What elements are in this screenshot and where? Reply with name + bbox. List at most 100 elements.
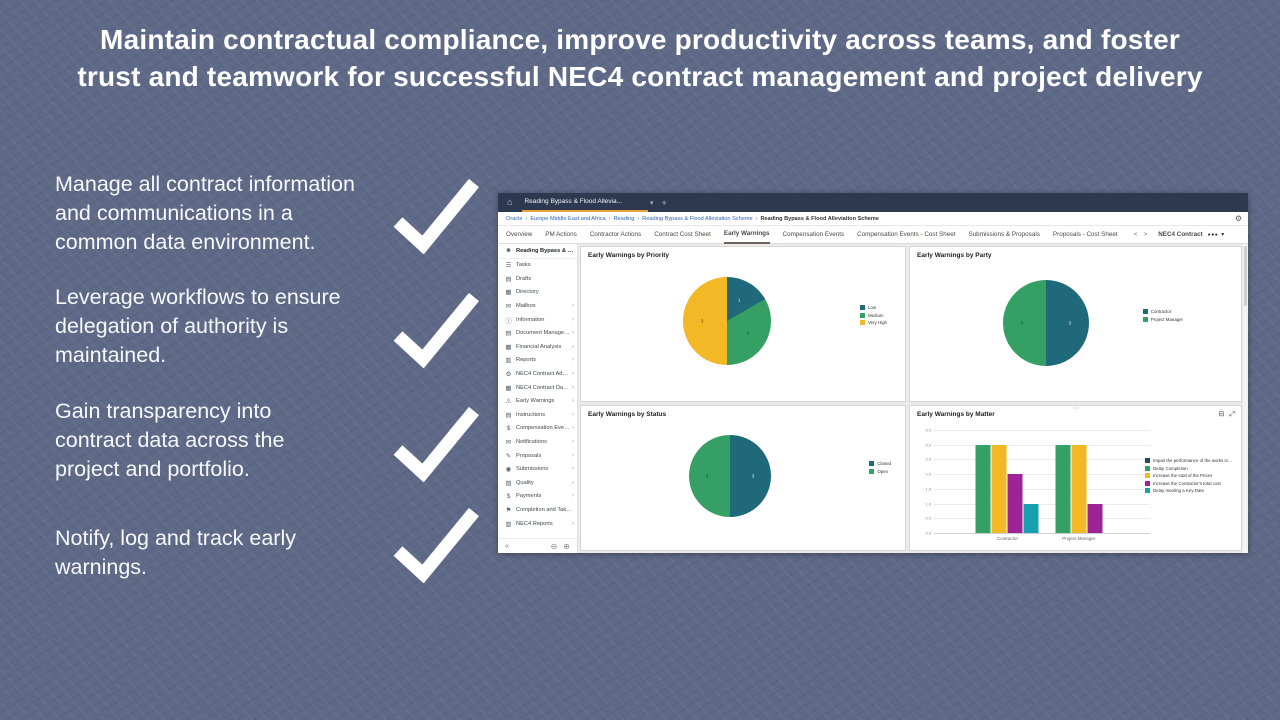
legend-label: Very High bbox=[867, 320, 887, 325]
y-axis-tick-label: 3.0 bbox=[925, 442, 931, 448]
collapse-sidebar-icon[interactable]: « bbox=[505, 542, 509, 550]
chevron-right-icon: › bbox=[572, 493, 574, 500]
tab-overview[interactable]: Overview bbox=[506, 231, 533, 238]
panel-drag-handle-icon[interactable]: ⋯ bbox=[1072, 406, 1079, 412]
sidebar-item-instructions[interactable]: ▤ Instructions › bbox=[498, 408, 577, 422]
print-icon[interactable]: ⊟ bbox=[1218, 411, 1225, 418]
sidebar-item-mailbox[interactable]: ✉ Mailbox › bbox=[498, 299, 577, 313]
sidebar-item-tasks[interactable]: ☰ Tasks bbox=[498, 259, 577, 273]
settings-gear-icon[interactable]: ⚙ bbox=[1234, 214, 1242, 223]
legend-label: Delay meeting a Key Date bbox=[1153, 488, 1205, 493]
project-tab[interactable]: Reading Bypass & Flood Allevia... bbox=[522, 193, 648, 212]
home-icon[interactable]: ⌂ bbox=[507, 197, 513, 207]
legend-item: Medium bbox=[859, 312, 887, 318]
bar-delay-completion[interactable] bbox=[1055, 444, 1071, 533]
sidebar-item-nec4-contract-dates[interactable]: ▦ NEC4 Contract Dates › bbox=[498, 381, 577, 395]
breadcrumb-item[interactable]: Europe Middle East and Africa bbox=[530, 215, 606, 222]
chevron-right-icon: › bbox=[572, 520, 574, 527]
panel-title: Early Warnings by Party bbox=[917, 252, 992, 259]
zoom-out-icon[interactable]: ⊖ bbox=[550, 541, 558, 551]
sidebar-item-nec4-contract-adm-[interactable]: ⚙ NEC4 Contract Adm... › bbox=[498, 367, 577, 381]
sidebar-item-information[interactable]: ⓘ Information › bbox=[498, 313, 577, 327]
pie-chart: 1 2 3 bbox=[682, 277, 771, 365]
chart-legend: Impair the performance of the works in u… bbox=[1145, 458, 1233, 496]
legend-swatch bbox=[859, 312, 865, 318]
sidebar-item-directory[interactable]: ▦ Directory bbox=[498, 286, 577, 300]
legend-label: Project Manager bbox=[1150, 316, 1183, 322]
legend-swatch bbox=[1145, 480, 1150, 486]
sidebar-item-submissions[interactable]: ◉ Submissions › bbox=[498, 462, 577, 476]
tab-scroll-left-icon[interactable]: < bbox=[1133, 231, 1138, 238]
bullet-line: Manage all contract information bbox=[55, 172, 355, 196]
legend-swatch bbox=[1145, 488, 1150, 493]
bar-delay-meeting-a-key-date[interactable] bbox=[1023, 503, 1039, 533]
sidebar-item-label: Reports bbox=[516, 357, 536, 364]
zoom-in-icon[interactable]: ⊕ bbox=[563, 541, 570, 551]
breadcrumb-separator-icon: › bbox=[525, 215, 528, 222]
gridline bbox=[934, 430, 1150, 431]
sidebar-item-document-manager-[interactable]: ▤ Document Manager ... › bbox=[498, 326, 577, 340]
expand-icon[interactable]: ⤢ bbox=[1229, 411, 1235, 418]
gridline bbox=[934, 518, 1150, 520]
bar-increase-the-total-of-the-prices[interactable] bbox=[1071, 444, 1087, 533]
tab-contractor-actions[interactable]: Contractor Actions bbox=[589, 231, 642, 238]
panel-title: Early Warnings by Priority bbox=[588, 252, 670, 259]
contract-type-label[interactable]: NEC4 Contract bbox=[1158, 231, 1203, 238]
legend-swatch bbox=[869, 461, 875, 466]
breadcrumb-item[interactable]: Oracle bbox=[506, 215, 523, 222]
bullet-item: Notify, log and track early warnings. bbox=[55, 524, 296, 582]
gridline bbox=[934, 533, 1150, 534]
tab-submissions-proposals[interactable]: Submissions & Proposals bbox=[968, 231, 1040, 238]
breadcrumb-items: Oracle › Europe Middle East and Africa › Rea… bbox=[506, 216, 879, 222]
sidebar-item-project[interactable]: ☻ Reading Bypass & Flo... bbox=[498, 244, 577, 259]
sidebar-footer: « ⊖ ⊕ bbox=[498, 538, 577, 553]
y-axis-tick-label: 3.5 bbox=[925, 427, 931, 433]
sidebar-item-completion-and-take-[interactable]: ⚑ Completion and Take... bbox=[498, 503, 577, 517]
chevron-right-icon: › bbox=[572, 384, 574, 391]
bar-group bbox=[1055, 430, 1103, 533]
chevron-down-icon[interactable]: ▾ bbox=[650, 199, 654, 207]
tab-bar: Overview PM Actions Contractor Actions Cont… bbox=[498, 226, 1248, 244]
tab-pm-actions[interactable]: PM Actions bbox=[545, 231, 577, 238]
tab-contract-cost-sheet[interactable]: Contract Cost Sheet bbox=[654, 231, 711, 238]
bar-delay-completion[interactable] bbox=[975, 444, 991, 533]
sidebar-item-early-warnings[interactable]: ⚠ Early Warnings › bbox=[498, 394, 577, 408]
sidebar-item-financial-analysis[interactable]: ▦ Financial Analysis › bbox=[498, 340, 577, 354]
tab-early-warnings[interactable]: Early Warnings bbox=[723, 226, 770, 244]
sidebar-item-label: Directory bbox=[516, 289, 539, 296]
pie-slice-value: 3 bbox=[751, 473, 755, 479]
bar-increase-the-contractor-s-total-cost[interactable] bbox=[1087, 503, 1103, 533]
contract-dates-icon: ▦ bbox=[505, 384, 512, 392]
more-options-icon[interactable]: ●●● bbox=[1207, 231, 1219, 238]
chevron-right-icon: › bbox=[572, 452, 574, 459]
tab-compensation-events[interactable]: Compensation Events bbox=[782, 231, 845, 238]
sidebar-item-quality[interactable]: ▨ Quality › bbox=[498, 476, 577, 490]
sidebar-item-drafts[interactable]: ▤ Drafts bbox=[498, 272, 577, 286]
tab-proposals-cost-sheet[interactable]: Proposals - Cost Sheet bbox=[1052, 231, 1118, 238]
sidebar-item-payments[interactable]: $ Payments › bbox=[498, 490, 577, 504]
sidebar-item-notifications[interactable]: ✉ Notifications › bbox=[498, 435, 577, 449]
y-axis-tick-label: 2.0 bbox=[925, 471, 931, 477]
tab-strip: Overview PM Actions Contractor Actions Cont… bbox=[506, 226, 1131, 244]
panel-early-warnings-by-status: Early Warnings by Status 3 3 Closed Open bbox=[580, 405, 906, 551]
sidebar-item-proposals[interactable]: ✎ Proposals › bbox=[498, 449, 577, 463]
legend-label: Medium bbox=[867, 312, 884, 318]
bar-increase-the-total-of-the-prices[interactable] bbox=[991, 444, 1007, 533]
sidebar-item-label: NEC4 Contract Dates bbox=[516, 384, 570, 391]
pie-slice-value: 3 bbox=[705, 473, 709, 479]
legend-item: Very High bbox=[859, 320, 887, 325]
sidebar-item-nec4-reports[interactable]: ▥ NEC4 Reports › bbox=[498, 517, 577, 531]
contract-dropdown-icon[interactable]: ▾ bbox=[1221, 232, 1225, 238]
breadcrumb-item[interactable]: Reading bbox=[613, 215, 635, 222]
sidebar: ☻ Reading Bypass & Flo... ☰ Tasks ▤ Drafts ▦ Di… bbox=[498, 244, 578, 553]
sidebar-item-compensation-events[interactable]: $ Compensation Events › bbox=[498, 422, 577, 436]
breadcrumb-item[interactable]: Reading Bypass & Flood Alleviation Schem… bbox=[642, 215, 753, 222]
bar-increase-the-contractor-s-total-cost[interactable] bbox=[1007, 474, 1023, 533]
tab-scroll-right-icon[interactable]: > bbox=[1143, 231, 1148, 238]
bullet-line: Notify, log and track early bbox=[55, 526, 296, 550]
tab-compensation-events-cost-sheet[interactable]: Compensation Events - Cost Sheet bbox=[857, 231, 956, 238]
breadcrumb-separator-icon: › bbox=[637, 215, 640, 222]
add-tab-button[interactable]: + bbox=[661, 197, 667, 208]
sidebar-item-reports[interactable]: ▥ Reports › bbox=[498, 354, 577, 368]
content-scrollbar[interactable] bbox=[1243, 244, 1248, 553]
